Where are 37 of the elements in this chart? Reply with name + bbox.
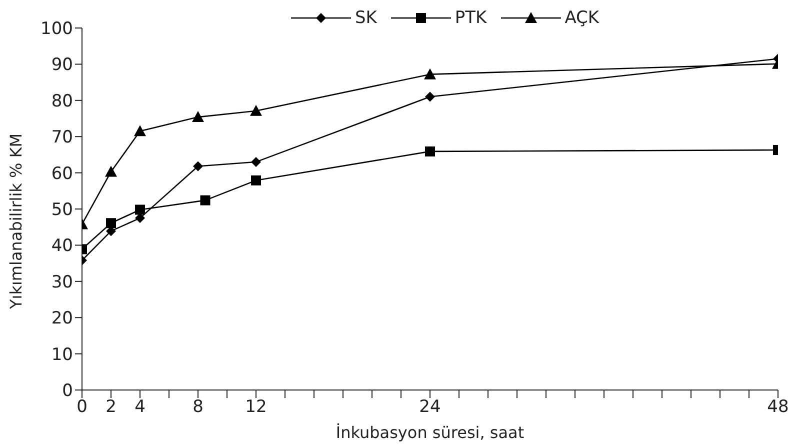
- x-tick-label: 48: [767, 397, 789, 418]
- legend-label: AÇK: [564, 8, 600, 28]
- point: [135, 204, 145, 215]
- point: [425, 146, 435, 156]
- x-axis-title: İnkubasyon süresi, saat: [336, 423, 524, 442]
- x-tick-label: 0: [76, 397, 88, 418]
- legend-label: PTK: [454, 8, 487, 28]
- x-tick-label: 24: [419, 397, 441, 418]
- y-tick-label: 60: [51, 164, 73, 184]
- point: [250, 104, 262, 116]
- y-axis-title: Yıkımlanabilirlik % KM: [6, 133, 26, 310]
- y-tick-label: 90: [51, 55, 73, 76]
- y-tick-label: 30: [51, 272, 73, 292]
- point: [193, 161, 203, 172]
- point: [134, 125, 146, 136]
- point: [424, 68, 436, 80]
- point: [200, 195, 210, 206]
- point: [192, 111, 204, 122]
- y-tick-label: 20: [51, 308, 73, 329]
- point: [105, 166, 117, 177]
- x-tick-label: 12: [245, 397, 267, 418]
- legend-label: SK: [354, 8, 377, 28]
- point: [425, 92, 435, 102]
- point: [251, 175, 261, 186]
- y-tick-label: 100: [40, 19, 73, 40]
- y-tick-label: 0: [62, 381, 73, 402]
- y-tick-label: 40: [51, 236, 73, 256]
- x-tick-label: 2: [106, 397, 116, 418]
- x-tick-label: 4: [134, 397, 146, 418]
- point: [251, 156, 261, 167]
- y-tick-label: 80: [51, 91, 73, 112]
- y-tick-label: 10: [51, 344, 73, 365]
- point: [106, 218, 116, 228]
- point: [135, 213, 145, 224]
- y-tick-label: 50: [51, 200, 73, 220]
- y-tick-label: 70: [51, 128, 73, 148]
- x-tick-label: 8: [192, 397, 204, 418]
